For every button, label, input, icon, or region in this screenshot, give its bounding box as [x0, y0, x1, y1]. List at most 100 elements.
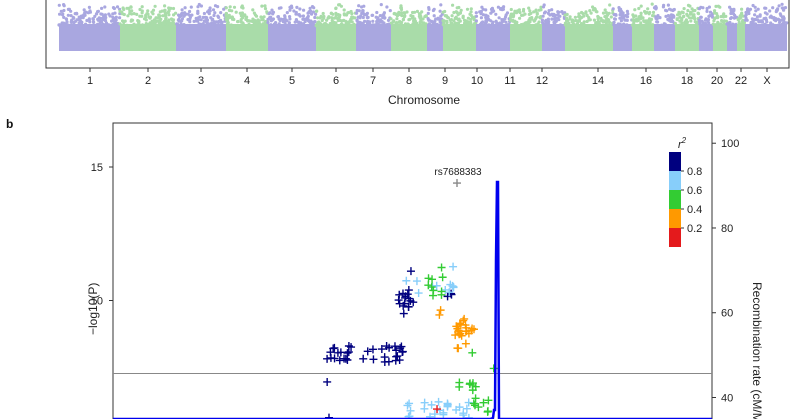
snp-point — [456, 320, 465, 329]
x-tick-label-18: 18 — [681, 75, 693, 87]
snp-point — [427, 400, 436, 409]
snp-point — [464, 398, 473, 407]
snp-point — [452, 405, 461, 414]
snp-point — [392, 346, 401, 355]
y2-tick-label-40: 40 — [721, 393, 733, 405]
chromosome-block-19 — [697, 5, 715, 51]
snp-point — [377, 345, 386, 354]
chromosome-block-7 — [355, 3, 392, 51]
y-axis-label: −log10(P) — [86, 283, 100, 335]
x-tick-label-2: 2 — [145, 75, 151, 87]
snp-point — [329, 344, 338, 353]
legend-swatch-1 — [669, 209, 681, 228]
snp-point — [335, 356, 344, 365]
snp-point — [369, 355, 378, 364]
snp-point — [385, 343, 394, 352]
snp-point — [460, 314, 469, 323]
y-axis-left: 10 15 — [91, 162, 113, 308]
snp-point — [435, 310, 444, 319]
chromosome-block-8 — [389, 4, 428, 51]
snp-point — [405, 399, 414, 408]
snp-point — [455, 319, 464, 328]
x-tick-label-7: 7 — [370, 75, 376, 87]
panel-a-frame — [45, 0, 790, 69]
x-tick-label-16: 16 — [640, 75, 652, 87]
legend-swatch-4 — [669, 152, 681, 171]
panel-letter-b: b — [6, 117, 13, 131]
snp-point — [437, 263, 446, 272]
snp-point — [368, 345, 377, 354]
snp-point — [428, 275, 437, 284]
legend-title: r2 — [678, 136, 687, 151]
x-tick-label-14: 14 — [592, 75, 604, 87]
snp-point — [433, 405, 442, 414]
manhattan-points — [57, 2, 789, 51]
x-tick-label-6: 6 — [333, 75, 339, 87]
panel-b-regional: b 10 15 40 60 80 100 −log10(P) Recombination… — [6, 117, 764, 419]
snp-point — [468, 324, 477, 333]
y2-axis-label: Recombination rate (cM/Mb) — [750, 282, 764, 419]
snp-point — [343, 349, 352, 358]
snp-point — [426, 412, 435, 419]
snp-point — [391, 356, 400, 365]
snp-point — [420, 398, 429, 407]
snp-point — [429, 286, 438, 295]
legend-swatch-0 — [669, 228, 681, 247]
snp-point — [468, 381, 477, 390]
snp-point — [324, 413, 333, 419]
x-tick-label-20: 20 — [711, 75, 723, 87]
snp-point — [406, 267, 415, 276]
chromosome-block-2 — [118, 4, 178, 51]
lead-snp-label: rs7688383 — [434, 167, 482, 178]
snp-point — [406, 406, 415, 415]
snp-point — [443, 401, 452, 410]
lead-snp-point — [453, 179, 461, 188]
y-axis-right: 40 60 80 100 — [712, 138, 739, 405]
chromosome-block-9 — [426, 3, 445, 51]
snp-point — [359, 354, 368, 363]
x-tick-label-12: 12 — [536, 75, 548, 87]
chromosome-block-22 — [736, 7, 747, 51]
snp-point — [403, 401, 412, 410]
snp-point — [430, 410, 439, 419]
chromosome-block-13 — [540, 3, 567, 51]
y2-tick-label-80: 80 — [721, 223, 733, 235]
snp-point — [402, 276, 411, 285]
snp-point — [483, 407, 492, 416]
x-tick-label-10: 10 — [471, 75, 483, 87]
snp-point — [469, 399, 478, 408]
panel-a-manhattan: 1 2 3 4 5 6 7 8 9 10 11 12 14 16 18 20 22 X Chromosome — [45, 0, 790, 107]
snp-point — [333, 348, 342, 357]
snp-point — [479, 398, 488, 407]
snp-point — [455, 330, 464, 339]
snp-point — [449, 262, 458, 271]
x-tick-label-9: 9 — [442, 75, 448, 87]
chromosome-block-10 — [441, 3, 478, 51]
x-tick-label-4: 4 — [244, 75, 250, 87]
chromosome-block-3 — [175, 2, 228, 51]
snp-point — [395, 290, 404, 299]
x-tick-label-11: 11 — [504, 75, 515, 87]
snp-point — [323, 354, 332, 363]
snp-point — [323, 377, 332, 386]
snp-point — [393, 352, 402, 361]
legend-label-0.4: 0.4 — [687, 204, 702, 216]
snp-point — [437, 290, 446, 299]
snp-point — [445, 288, 454, 297]
snp-point — [459, 411, 468, 419]
snp-points — [323, 262, 498, 419]
chromosome-block-6 — [314, 3, 358, 51]
x-tick-label-X: X — [763, 75, 771, 87]
snp-point — [438, 273, 447, 282]
snp-point — [409, 298, 418, 307]
y2-tick-label-60: 60 — [721, 308, 733, 320]
snp-point — [363, 347, 372, 356]
lead-snp-marker — [453, 179, 461, 188]
snp-point — [432, 281, 441, 290]
snp-point — [343, 356, 352, 365]
legend-swatch-2 — [669, 190, 681, 209]
x-tick-label-22: 22 — [735, 75, 747, 87]
panel-b-frame — [112, 122, 713, 419]
x-tick-label-3: 3 — [198, 75, 204, 87]
